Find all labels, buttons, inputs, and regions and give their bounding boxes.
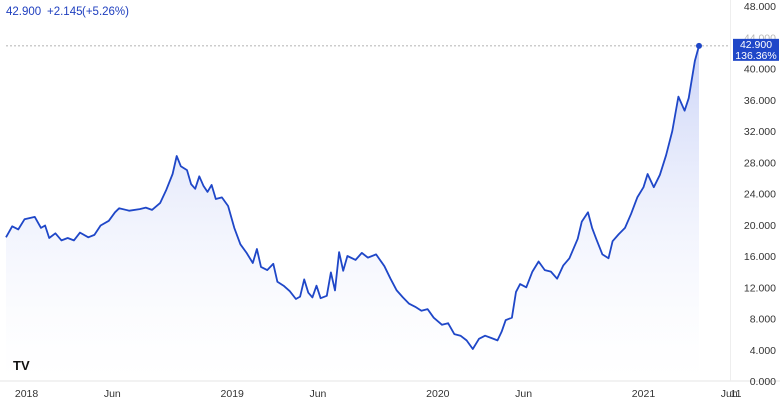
y-axis-ticks: 48.00044.00040.00036.00032.00028.00024.0… — [744, 1, 776, 388]
logo-text: TV — [13, 358, 30, 373]
header-change: +2.145 — [47, 6, 83, 18]
last-price-point[interactable] — [696, 42, 702, 49]
tradingview-logo: TV — [13, 358, 30, 373]
series-line[interactable] — [5, 45, 700, 350]
y-tick-label: 12.000 — [744, 282, 776, 294]
header-last-price: 42.900 — [6, 6, 41, 18]
y-tick-label: 36.000 — [744, 95, 776, 107]
y-tick-label: 4.000 — [750, 345, 776, 357]
y-tick-label: 20.000 — [744, 220, 776, 232]
x-tick-label: 2018 — [15, 388, 39, 400]
y-tick-label: 24.000 — [744, 189, 776, 201]
y-tick-label: 16.000 — [744, 251, 776, 263]
x-tick-label: Jun — [515, 388, 532, 400]
y-tick-label: 28.000 — [744, 157, 776, 169]
y-tick-label: 8.000 — [750, 314, 776, 326]
area-fill-layer — [6, 45, 699, 382]
x-tick-label: 2019 — [221, 388, 245, 400]
y-tick-label: 48.000 — [744, 1, 776, 13]
y-tick-label: 0.000 — [750, 376, 776, 388]
price-badge-value: 42.900 — [740, 39, 772, 51]
x-tick-label: Jun — [721, 388, 738, 400]
series-line-layer — [5, 45, 700, 350]
header-change-percent: (+5.26%) — [82, 6, 129, 18]
y-tick-label: 40.000 — [744, 64, 776, 76]
x-tick-label: Jun — [104, 388, 121, 400]
x-tick-label: Jun — [309, 388, 326, 400]
price-badge: 42.900 136.36% — [733, 38, 779, 62]
price-badge-box — [733, 38, 779, 61]
y-tick-label: 32.000 — [744, 126, 776, 138]
price-badge-percent: 136.36% — [735, 50, 776, 62]
series-area — [6, 45, 699, 382]
x-tick-label: 11 — [731, 388, 742, 400]
x-tick-label: 2021 — [632, 388, 656, 400]
x-tick-label: 2020 — [426, 388, 450, 400]
